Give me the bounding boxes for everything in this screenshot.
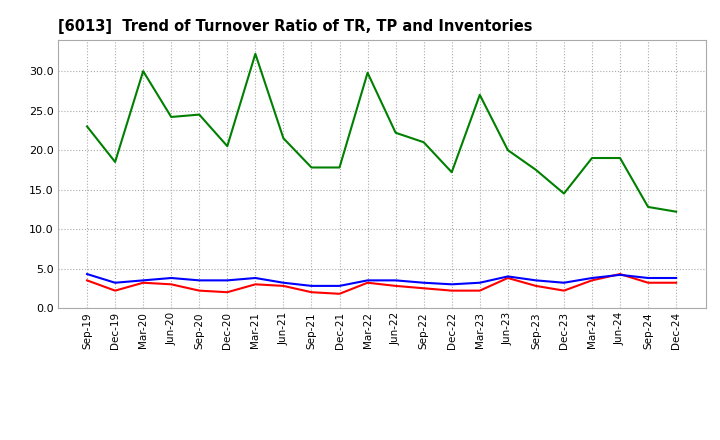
- Trade Receivables: [531, 283, 540, 289]
- Trade Payables: [279, 280, 288, 286]
- Trade Payables: [503, 274, 512, 279]
- Trade Receivables: [83, 278, 91, 283]
- Line: Trade Receivables: Trade Receivables: [87, 274, 676, 294]
- Inventories: [111, 159, 120, 165]
- Trade Receivables: [616, 271, 624, 277]
- Trade Receivables: [503, 275, 512, 281]
- Inventories: [195, 112, 204, 117]
- Trade Payables: [336, 283, 344, 289]
- Inventories: [616, 155, 624, 161]
- Inventories: [83, 124, 91, 129]
- Trade Payables: [223, 278, 232, 283]
- Trade Receivables: [447, 288, 456, 293]
- Inventories: [307, 165, 316, 170]
- Inventories: [503, 147, 512, 153]
- Trade Payables: [531, 278, 540, 283]
- Trade Payables: [111, 280, 120, 286]
- Trade Receivables: [307, 290, 316, 295]
- Trade Payables: [391, 278, 400, 283]
- Trade Receivables: [223, 290, 232, 295]
- Trade Receivables: [251, 282, 260, 287]
- Inventories: [223, 143, 232, 149]
- Trade Receivables: [336, 291, 344, 297]
- Line: Trade Payables: Trade Payables: [87, 274, 676, 286]
- Inventories: [644, 204, 652, 209]
- Inventories: [559, 191, 568, 196]
- Inventories: [336, 165, 344, 170]
- Inventories: [167, 114, 176, 120]
- Trade Payables: [419, 280, 428, 286]
- Inventories: [391, 130, 400, 136]
- Trade Receivables: [111, 288, 120, 293]
- Trade Payables: [195, 278, 204, 283]
- Trade Receivables: [139, 280, 148, 286]
- Trade Receivables: [419, 286, 428, 291]
- Trade Payables: [588, 275, 596, 281]
- Inventories: [447, 169, 456, 175]
- Trade Receivables: [475, 288, 484, 293]
- Inventories: [251, 51, 260, 56]
- Inventories: [364, 70, 372, 75]
- Inventories: [588, 155, 596, 161]
- Trade Receivables: [167, 282, 176, 287]
- Trade Payables: [559, 280, 568, 286]
- Trade Payables: [672, 275, 680, 281]
- Trade Payables: [167, 275, 176, 281]
- Inventories: [475, 92, 484, 98]
- Trade Payables: [447, 282, 456, 287]
- Inventories: [419, 139, 428, 145]
- Trade Payables: [616, 272, 624, 278]
- Trade Receivables: [644, 280, 652, 286]
- Inventories: [531, 167, 540, 172]
- Trade Payables: [307, 283, 316, 289]
- Trade Receivables: [559, 288, 568, 293]
- Inventories: [139, 69, 148, 74]
- Trade Payables: [139, 278, 148, 283]
- Line: Inventories: Inventories: [87, 54, 676, 212]
- Inventories: [279, 136, 288, 141]
- Inventories: [672, 209, 680, 214]
- Trade Payables: [83, 271, 91, 277]
- Trade Payables: [364, 278, 372, 283]
- Trade Receivables: [391, 283, 400, 289]
- Trade Receivables: [279, 283, 288, 289]
- Text: [6013]  Trend of Turnover Ratio of TR, TP and Inventories: [6013] Trend of Turnover Ratio of TR, TP…: [58, 19, 532, 34]
- Trade Receivables: [364, 280, 372, 286]
- Trade Payables: [251, 275, 260, 281]
- Trade Receivables: [195, 288, 204, 293]
- Trade Receivables: [672, 280, 680, 286]
- Trade Receivables: [588, 278, 596, 283]
- Trade Payables: [644, 275, 652, 281]
- Trade Payables: [475, 280, 484, 286]
